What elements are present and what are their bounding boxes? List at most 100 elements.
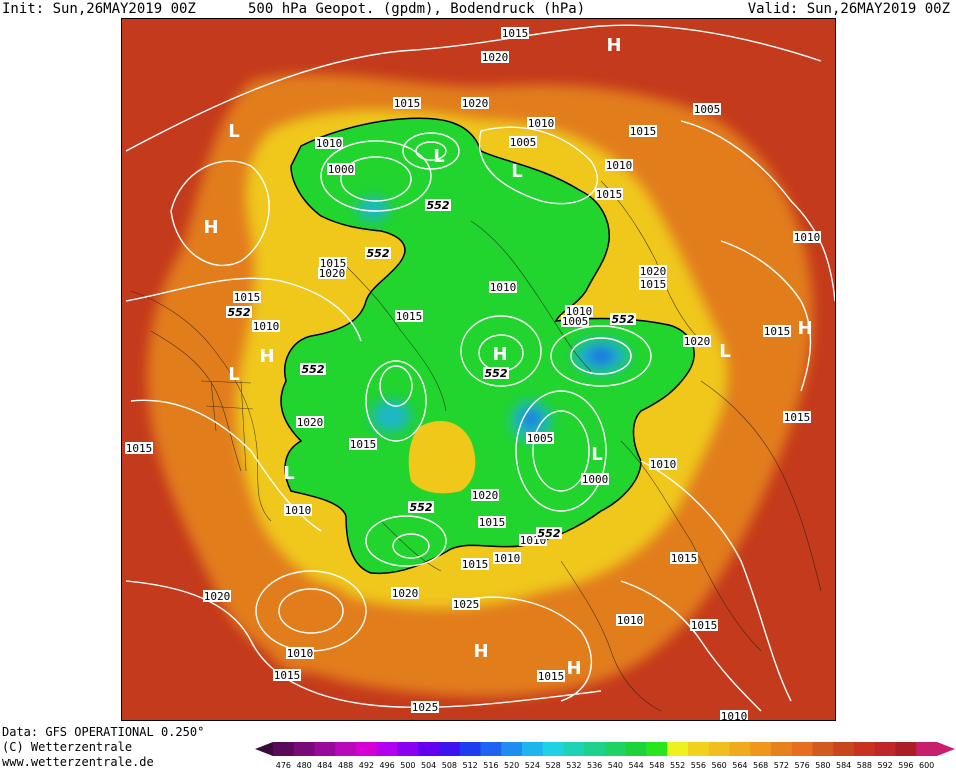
svg-text:1005: 1005 [510, 136, 537, 149]
svg-text:1025: 1025 [412, 701, 439, 714]
copyright: (C) Wetterzentrale [2, 740, 133, 754]
yellow-gap-central [408, 421, 476, 494]
svg-text:552: 552 [410, 501, 433, 514]
isobar-label: 1015 [319, 257, 347, 270]
isobar-label: 1015 [783, 411, 811, 424]
svg-text:552: 552 [612, 313, 635, 326]
scale-swatch [439, 742, 461, 756]
svg-text:1015: 1015 [640, 278, 667, 291]
geopotential-label: 552 [226, 306, 252, 319]
scale-tick-label: 540 [608, 761, 623, 770]
isobar-label: 1015 [763, 325, 791, 338]
low-pressure-marker: L [511, 161, 522, 182]
svg-text:1015: 1015 [691, 619, 718, 632]
isobar-label: 1015 [629, 125, 657, 138]
scale-tick-label: 584 [836, 761, 851, 770]
svg-text:1010: 1010 [285, 504, 312, 517]
isobar-label: 1005 [509, 136, 537, 149]
isobar-label: 1005 [561, 315, 589, 328]
scale-swatch [397, 742, 419, 756]
svg-text:1010: 1010 [287, 647, 314, 660]
scale-swatch [874, 742, 896, 756]
isobar-label: 1010 [793, 231, 821, 244]
scale-tick-label: 572 [774, 761, 789, 770]
svg-text:1015: 1015 [502, 27, 529, 40]
low-pressure-marker: L [283, 463, 294, 484]
scale-tick-label: 528 [545, 761, 560, 770]
scale-tick-label: 588 [857, 761, 872, 770]
scale-swatch [459, 742, 481, 756]
scale-swatch [584, 742, 606, 756]
svg-text:1020: 1020 [684, 335, 711, 348]
svg-text:1020: 1020 [482, 51, 509, 64]
scale-swatch [335, 742, 357, 756]
low-pressure-marker: L [591, 444, 602, 465]
svg-text:1015: 1015 [274, 669, 301, 682]
geopotential-label: 552 [365, 247, 391, 260]
land-outlines [130, 180, 822, 712]
geopotential-label: 552 [483, 367, 509, 380]
isobar-label: 1020 [683, 335, 711, 348]
cyan-low-west [371, 400, 411, 432]
isobar-label: 1015 [233, 291, 261, 304]
cyan-low-north [357, 197, 389, 221]
svg-text:1010: 1010 [253, 320, 280, 333]
scale-swatch [750, 742, 772, 756]
scale-tick-label: 496 [379, 761, 394, 770]
high-pressure-marker: H [203, 217, 218, 238]
low-pressure-marker: L [228, 364, 239, 385]
scale-tick-label: 484 [317, 761, 332, 770]
high-pressure-marker: H [473, 641, 488, 662]
scale-swatch [791, 742, 813, 756]
svg-text:1015: 1015 [479, 516, 506, 529]
high-pressure-marker: H [259, 346, 274, 367]
svg-text:1010: 1010 [528, 117, 555, 130]
isobar-label: 1005 [526, 432, 554, 445]
init-time: Init: Sun,26MAY2019 00Z [2, 1, 196, 17]
scale-tick-label: 532 [566, 761, 581, 770]
svg-text:1015: 1015 [394, 97, 421, 110]
svg-text:1010: 1010 [617, 614, 644, 627]
scale-swatch [480, 742, 502, 756]
isobar-label: 1015 [595, 188, 623, 201]
isobar-label: 1020 [296, 416, 324, 429]
isobar-label: 1020 [639, 265, 667, 278]
svg-text:1015: 1015 [596, 188, 623, 201]
high-pressure-marker: H [492, 344, 507, 365]
isobar-label: 1020 [481, 51, 509, 64]
svg-text:1015: 1015 [234, 291, 261, 304]
isobar-label: 1015 [125, 442, 153, 455]
isobar-label: 1010 [315, 137, 343, 150]
valid-time: Valid: Sun,26MAY2019 00Z [747, 1, 950, 17]
low-pressure-marker: L [719, 341, 730, 362]
isobar-label: 1010 [649, 458, 677, 471]
svg-text:1010: 1010 [566, 305, 593, 318]
isobar-label: 1010 [284, 504, 312, 517]
svg-text:1015: 1015 [630, 125, 657, 138]
svg-text:1010: 1010 [490, 281, 517, 294]
isobar-label: 1015 [639, 278, 667, 291]
svg-text:1015: 1015 [396, 310, 423, 323]
isobar-label: 1015 [349, 438, 377, 451]
isobar-label: 1020 [391, 587, 419, 600]
scale-swatch [729, 742, 751, 756]
scale-tick-label: 476 [276, 761, 291, 770]
high-pressure-marker: H [566, 658, 581, 679]
data-source: Data: GFS OPERATIONAL 0.250° [2, 725, 205, 739]
svg-text:1010: 1010 [721, 710, 748, 720]
isobar-label: 1010 [252, 320, 280, 333]
svg-text:552: 552 [538, 527, 561, 540]
isobar-label: 1010 [720, 710, 748, 720]
scale-tick-label: 524 [525, 761, 540, 770]
svg-text:1010: 1010 [494, 552, 521, 565]
isobar-label: 1005 [693, 103, 721, 116]
isobar-label: 1020 [318, 267, 346, 280]
svg-text:1020: 1020 [472, 489, 499, 502]
scale-tick-label: 556 [691, 761, 706, 770]
isobars [125, 24, 835, 712]
svg-text:1000: 1000 [582, 473, 609, 486]
geopotential-label: 552 [610, 313, 636, 326]
geopotential-label: 552 [425, 199, 451, 212]
isobar-label: 1015 [461, 558, 489, 571]
scale-tick-label: 504 [421, 761, 436, 770]
